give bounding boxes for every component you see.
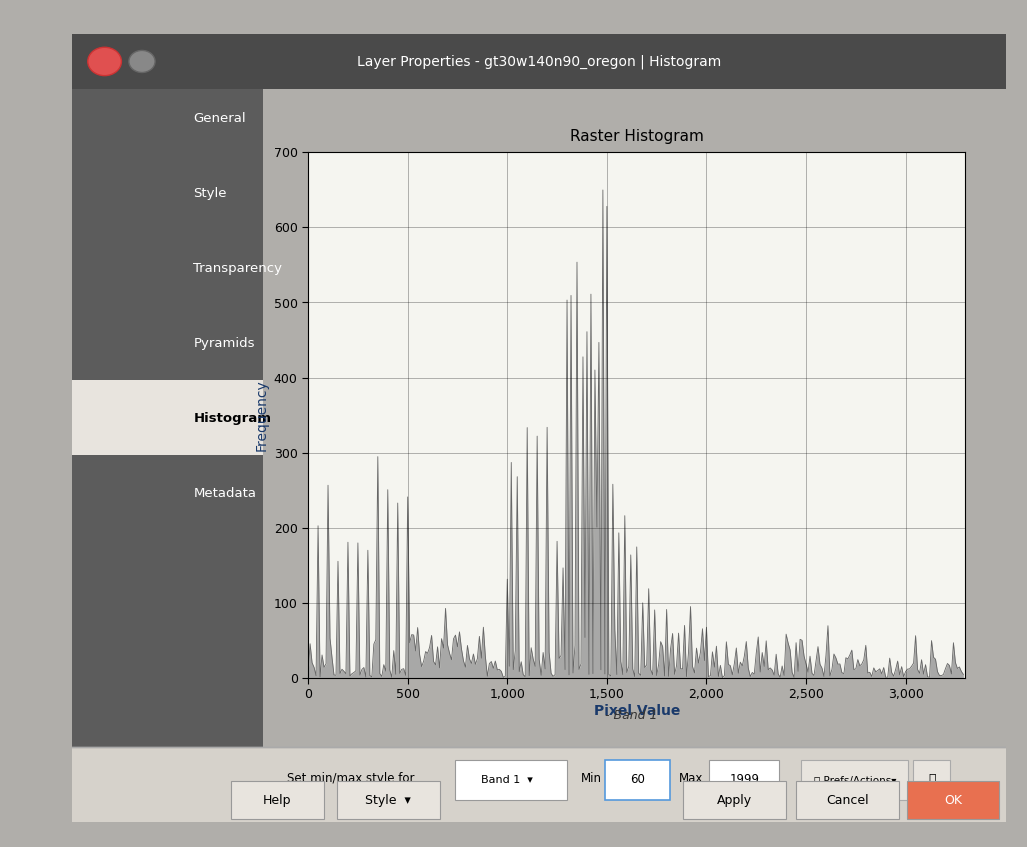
FancyBboxPatch shape [455,760,567,800]
Text: Max: Max [680,772,703,785]
FancyBboxPatch shape [801,760,908,800]
Text: Help: Help [263,794,292,807]
FancyBboxPatch shape [605,760,670,800]
Text: Set min/max style for: Set min/max style for [287,772,414,785]
Title: Raster Histogram: Raster Histogram [570,130,703,144]
Text: Transparency: Transparency [193,262,282,275]
Circle shape [87,47,121,75]
FancyBboxPatch shape [72,34,1006,89]
Text: Style  ▾: Style ▾ [366,794,411,807]
Text: - Band 1: - Band 1 [605,709,658,722]
Text: Apply: Apply [717,794,752,807]
Text: Histogram: Histogram [193,412,271,425]
Circle shape [129,51,155,73]
Text: 1999: 1999 [730,773,760,786]
Text: 🔍 Prefs/Actions▾: 🔍 Prefs/Actions▾ [813,775,897,785]
Text: 💾: 💾 [928,773,936,786]
Text: Style: Style [193,187,227,200]
FancyBboxPatch shape [710,760,779,800]
Text: Metadata: Metadata [193,487,257,500]
Text: Cancel: Cancel [826,794,869,807]
FancyBboxPatch shape [72,89,264,759]
Text: 60: 60 [630,773,645,786]
Text: Band 1  ▾: Band 1 ▾ [481,775,532,785]
Y-axis label: Frequency: Frequency [254,379,268,451]
FancyBboxPatch shape [72,747,1006,822]
Text: General: General [193,113,246,125]
X-axis label: Pixel Value: Pixel Value [594,704,680,717]
Text: Min: Min [581,772,602,785]
Text: Pyramids: Pyramids [193,337,255,350]
Text: ✕: ✕ [101,57,109,66]
FancyBboxPatch shape [913,760,950,800]
Text: OK: OK [944,794,962,807]
FancyBboxPatch shape [72,380,264,456]
Text: Layer Properties - gt30w140n90_oregon | Histogram: Layer Properties - gt30w140n90_oregon | … [357,54,721,69]
